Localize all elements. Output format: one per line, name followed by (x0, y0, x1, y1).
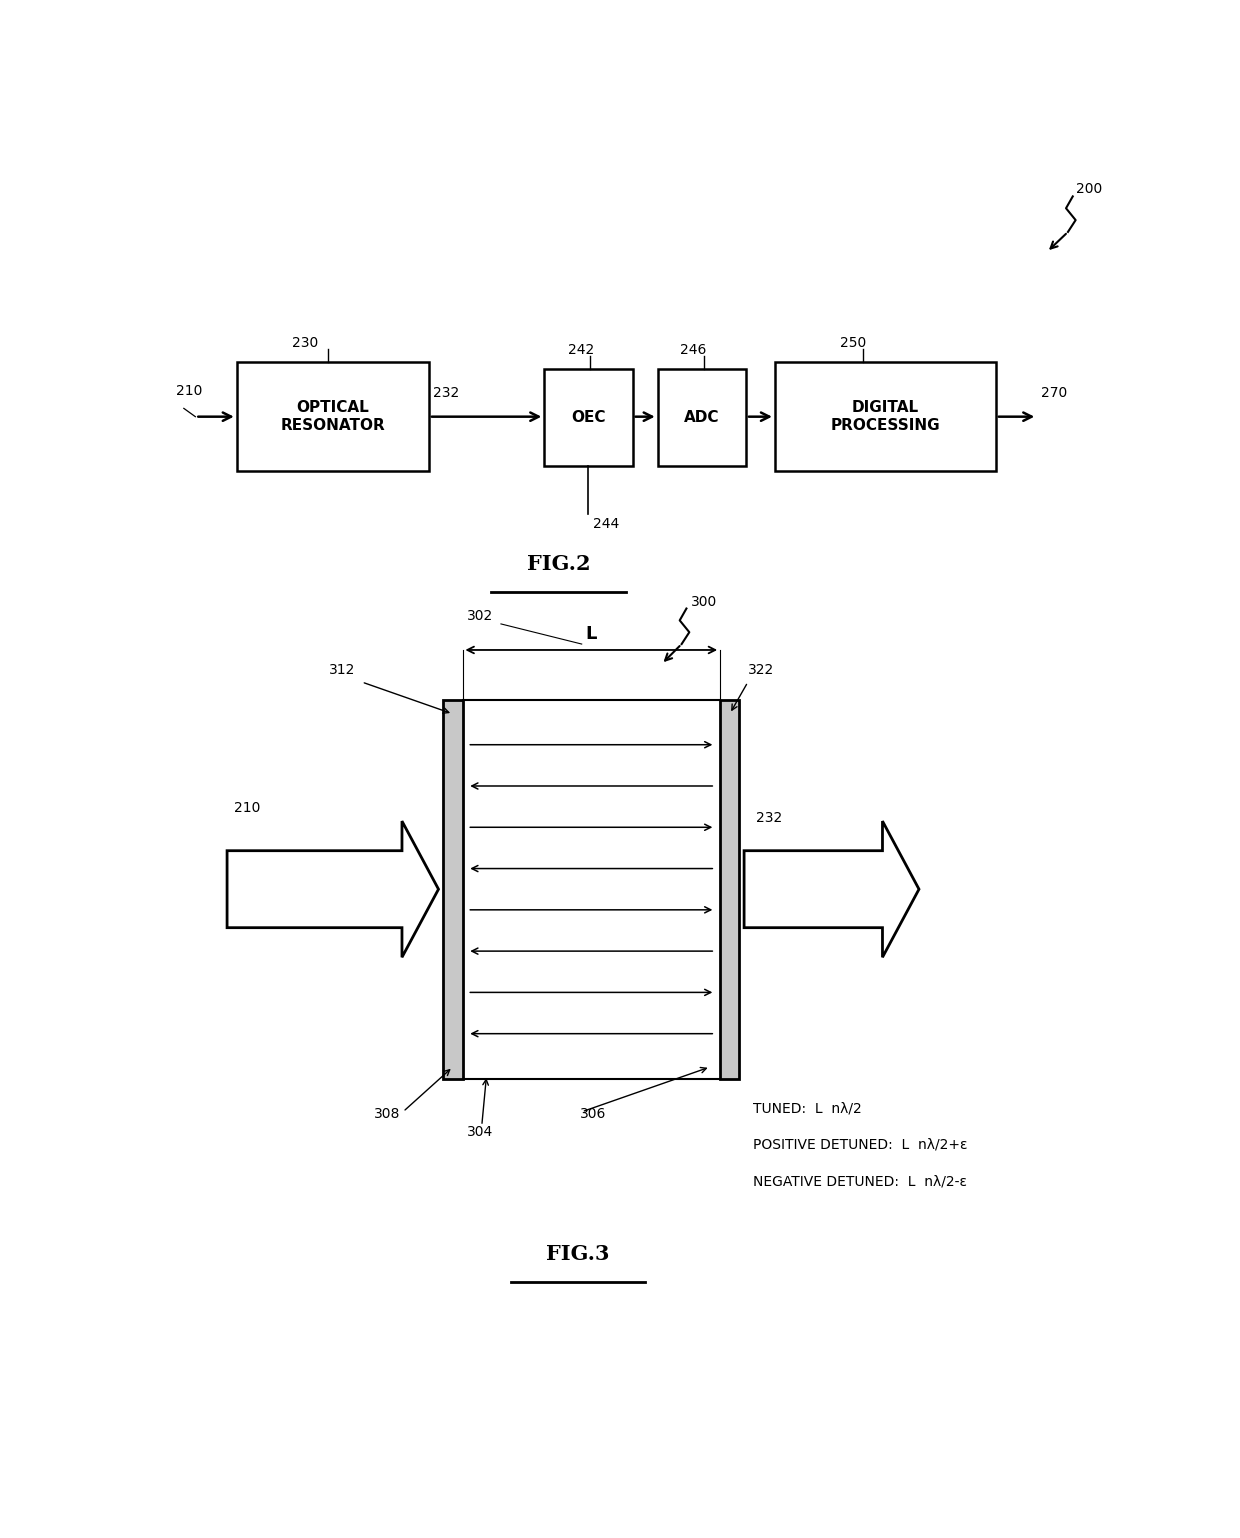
Bar (544, 369, 632, 466)
Text: OEC: OEC (572, 411, 605, 426)
Text: 232: 232 (433, 386, 459, 400)
Text: FIG.2: FIG.2 (527, 554, 590, 574)
Text: 302: 302 (467, 609, 494, 623)
Text: TUNED:  L  nλ/2: TUNED: L nλ/2 (753, 1101, 862, 1115)
Text: 242: 242 (568, 343, 594, 357)
Text: 300: 300 (691, 595, 718, 609)
Text: 230: 230 (293, 335, 319, 349)
Bar (657, 369, 746, 466)
Text: 250: 250 (841, 335, 867, 349)
Text: 308: 308 (373, 1107, 401, 1121)
Bar (720, 700, 739, 1078)
Text: 210: 210 (176, 384, 202, 398)
Text: 270: 270 (1042, 386, 1068, 400)
Text: 200: 200 (1075, 183, 1102, 197)
Text: L: L (585, 624, 596, 643)
Bar (775, 363, 996, 471)
Text: 304: 304 (466, 1124, 494, 1138)
Text: POSITIVE DETUNED:  L  nλ/2+ε: POSITIVE DETUNED: L nλ/2+ε (753, 1138, 967, 1152)
FancyArrow shape (744, 821, 919, 957)
Text: 210: 210 (234, 801, 260, 815)
Bar (237, 363, 429, 471)
Text: 244: 244 (593, 517, 620, 531)
Text: FIG.3: FIG.3 (546, 1244, 610, 1264)
Text: ADC: ADC (684, 411, 719, 426)
FancyArrow shape (227, 821, 439, 957)
Text: 312: 312 (329, 663, 355, 677)
Text: NEGATIVE DETUNED:  L  nλ/2-ε: NEGATIVE DETUNED: L nλ/2-ε (753, 1175, 967, 1189)
Text: 232: 232 (755, 811, 782, 824)
Text: 322: 322 (748, 663, 774, 677)
Bar (444, 700, 463, 1078)
Text: DIGITAL
PROCESSING: DIGITAL PROCESSING (831, 400, 940, 432)
Text: 246: 246 (680, 343, 706, 357)
Text: OPTICAL
RESONATOR: OPTICAL RESONATOR (280, 400, 386, 432)
Text: 306: 306 (580, 1107, 606, 1121)
